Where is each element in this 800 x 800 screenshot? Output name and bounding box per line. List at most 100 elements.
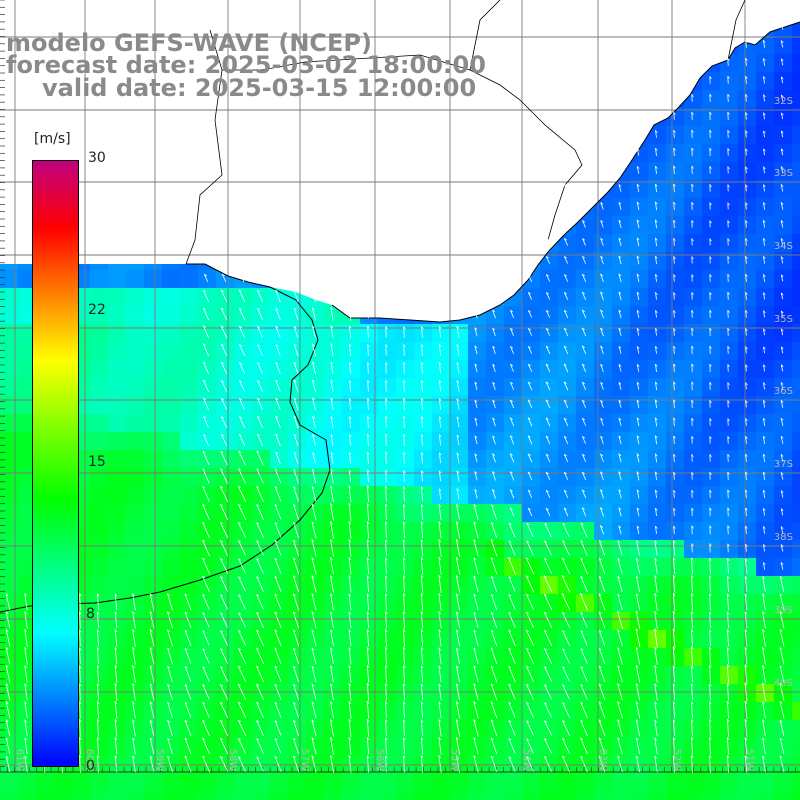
wind-arrow-head [184, 647, 188, 651]
wind-arrow [779, 683, 785, 701]
wind-arrow [97, 611, 99, 629]
wind-arrow-head [455, 737, 459, 740]
wind-arrow [582, 418, 586, 426]
wind-arrow-head [473, 521, 477, 525]
wind-cell [756, 270, 775, 289]
wind-cell [234, 396, 253, 415]
wind-cell [270, 738, 289, 757]
wind-cell [594, 432, 613, 451]
wind-arrow-head [421, 361, 424, 365]
wind-arrow [780, 274, 784, 282]
wind-arrow-head [709, 129, 712, 133]
wind-arrow [508, 540, 516, 556]
wind-cell [252, 342, 271, 361]
wind-arrow [311, 521, 317, 539]
wind-arrow-head [727, 273, 730, 277]
wind-arrow-head [149, 719, 153, 723]
wind-arrow-head [239, 380, 243, 383]
wind-arrow [762, 701, 766, 719]
wind-arrow-head [745, 453, 748, 457]
wind-arrow [727, 112, 729, 120]
wind-arrow [655, 148, 657, 156]
wind-cell [486, 792, 505, 800]
wind-arrow-head [5, 755, 9, 759]
wind-arrow [385, 755, 387, 773]
wind-arrow [312, 379, 316, 393]
wind-cell [684, 468, 703, 487]
wind-cell [774, 774, 793, 793]
wind-cell [342, 360, 361, 379]
wind-cell [360, 666, 379, 685]
longitude-labels: 61W 60W 59W 58W 57W 56W 55W 54W 53W 52W 51W [14, 749, 755, 772]
wind-arrow [348, 307, 352, 321]
wind-arrow-head [562, 630, 566, 633]
wind-cell [594, 738, 613, 757]
wind-arrow-head [655, 21, 658, 25]
wind-arrow-head [545, 435, 549, 438]
wind-arrow [348, 683, 352, 701]
wind-cell [18, 342, 37, 361]
wind-cell [468, 414, 487, 433]
wind-arrow [367, 344, 369, 356]
wind-cell [756, 288, 775, 307]
wind-cell [360, 630, 379, 649]
wind-cell [540, 666, 559, 685]
wind-arrow-head [636, 417, 640, 421]
wind-cell [612, 216, 631, 235]
wind-arrow [563, 94, 569, 102]
wind-arrow [421, 362, 423, 374]
wind-arrow-head [490, 629, 494, 633]
wind-cell [522, 432, 541, 451]
wind-cell [234, 702, 253, 721]
wind-arrow-head [526, 756, 530, 759]
wind-cell [540, 558, 559, 577]
wind-arrow-head [385, 755, 388, 759]
wind-arrow-head [654, 575, 657, 579]
wind-arrow [598, 611, 606, 629]
wind-arrow [508, 738, 516, 754]
wind-arrow [635, 575, 641, 593]
wind-arrow [256, 468, 264, 484]
wind-cell [180, 270, 199, 289]
wind-arrow [293, 521, 299, 539]
wind-cell [378, 396, 397, 415]
wind-arrow [508, 720, 516, 736]
wind-arrow [618, 21, 622, 31]
wind-cell [738, 594, 757, 613]
wind-cell [216, 432, 235, 451]
wind-cell [144, 270, 163, 289]
wind-arrow [256, 308, 264, 320]
wind-arrow [763, 310, 765, 318]
wind-cell [108, 306, 127, 325]
wind-arrow-head [149, 683, 153, 687]
wind-cell [450, 792, 469, 800]
wind-arrow-head [5, 683, 9, 687]
wind-arrow [779, 737, 785, 755]
wind-cell [108, 486, 127, 505]
wind-cell [90, 720, 109, 739]
wind-cell [18, 576, 37, 595]
wind-arrow-head [691, 701, 694, 705]
wind-arrow-head [655, 112, 658, 116]
wind-arrow-head [745, 220, 748, 224]
wind-cell [684, 216, 703, 235]
wind-cell [666, 342, 685, 361]
wind-cell [648, 396, 667, 415]
wind-cell [90, 468, 109, 487]
wind-arrow-head [526, 593, 530, 597]
wind-arrow [762, 418, 766, 426]
longitude-label: 61W [14, 749, 25, 772]
wind-arrow-head [618, 237, 622, 241]
wind-cell [324, 504, 343, 523]
wind-cell [198, 558, 217, 577]
wind-cell [702, 270, 721, 289]
wind-cell [252, 468, 271, 487]
wind-cell [486, 504, 505, 523]
wind-arrow-head [618, 345, 622, 349]
wind-arrow-head [509, 417, 513, 420]
wind-arrow-head [691, 381, 694, 385]
wind-arrow-head [202, 539, 206, 543]
wind-arrow-head [672, 575, 676, 579]
wind-arrow-head [403, 470, 406, 474]
wind-cell [324, 432, 343, 451]
